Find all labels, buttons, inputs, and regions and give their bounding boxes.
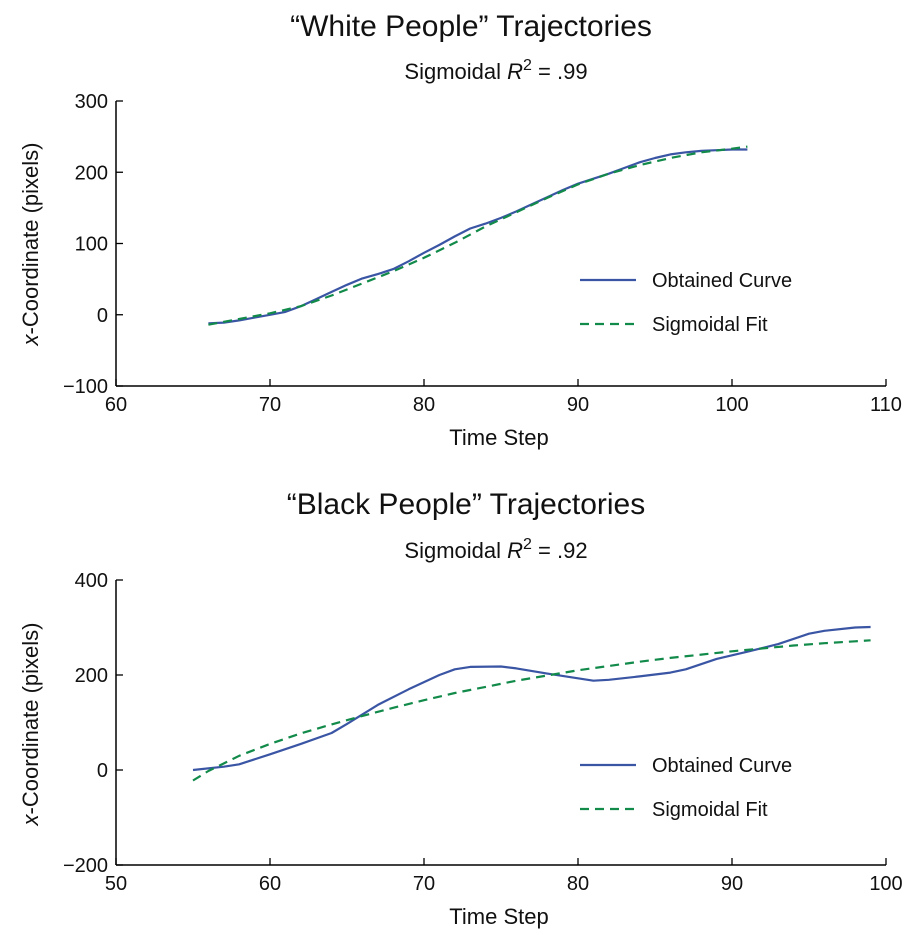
chart-1-plot: 60 70 80 90 100 110 −100 0 100 200 300 Obtained Cur… (63, 91, 902, 416)
chart-1-y-tick-label: 200 (75, 162, 108, 184)
legend-label-obtained-curve: Obtained Curve (652, 755, 792, 777)
chart-1-x-tick-label: 80 (413, 394, 435, 416)
chart-2-xlabel: Time Step (449, 904, 548, 929)
chart-2-ylabel-var: x (18, 813, 43, 826)
chart-1-subtitle: Sigmoidal R2 = .99 (404, 57, 587, 84)
chart-2-subtitle-var: R (507, 538, 523, 563)
chart-2-x-tick-label: 70 (413, 873, 435, 895)
chart-1-x-tick-label: 110 (870, 394, 902, 416)
chart-1-xlabel: Time Step (449, 425, 548, 450)
chart-1-ylabel-rest: -Coordinate (pixels) (18, 143, 43, 335)
legend-label-obtained-curve: Obtained Curve (652, 270, 792, 292)
chart-2-ylabel: x-Coordinate (pixels) (18, 623, 43, 827)
chart-2-legend: Obtained Curve Sigmoidal Fit (580, 755, 792, 821)
chart-2-subtitle-prefix: Sigmoidal (404, 538, 507, 563)
chart-2-title: “Black People” Trajectories (287, 488, 645, 521)
chart-2-series-obtained-curve (192, 625, 871, 772)
chart-1-x-tick-label: 70 (259, 394, 281, 416)
chart-1-subtitle-var: R (507, 59, 523, 84)
chart-1-series-sigmoidal-fit (208, 145, 748, 326)
chart-2-subtitle-suffix: = .92 (532, 538, 588, 563)
chart-1-subtitle-sup: 2 (523, 57, 532, 74)
chart-1-y-tick-label: 300 (75, 91, 108, 113)
chart-2-x-tick-label: 90 (721, 873, 743, 895)
chart-2-series-sigmoidal-fit (192, 639, 871, 782)
chart-1-series-obtained-curve (208, 148, 748, 325)
chart-2-x-tick-label: 50 (105, 873, 127, 895)
chart-1-x-tick-label: 90 (567, 394, 589, 416)
chart-2-x-tick-label: 100 (869, 873, 902, 895)
chart-2-x-tick-label: 80 (567, 873, 589, 895)
chart-2-y-tick-label: 0 (97, 760, 108, 782)
chart-1-ylabel: x-Coordinate (pixels) (18, 143, 43, 347)
chart-2-y-tick-label: 200 (75, 665, 108, 687)
chart-1-y-tick-label: −100 (63, 376, 108, 398)
chart-2-plot: 50 60 70 80 90 100 −200 0 200 400 Obtained Curve Si… (63, 570, 903, 895)
chart-1-y-tick-label: 100 (75, 234, 108, 256)
chart-1-title: “White People” Trajectories (290, 10, 652, 43)
chart-2-subtitle: Sigmoidal R2 = .92 (404, 536, 587, 563)
chart-2-y-tick-label: 400 (75, 570, 108, 592)
chart-1-x-tick-label: 60 (105, 394, 127, 416)
chart-1-subtitle-suffix: = .99 (532, 59, 588, 84)
chart-2-ylabel-rest: -Coordinate (pixels) (18, 623, 43, 815)
chart-2-x-tick-label: 60 (259, 873, 281, 895)
legend-label-sigmoidal-fit: Sigmoidal Fit (652, 799, 768, 821)
chart-1-y-tick-label: 0 (97, 305, 108, 327)
chart-1-x-tick-label: 100 (715, 394, 748, 416)
legend-label-sigmoidal-fit: Sigmoidal Fit (652, 314, 768, 336)
chart-1-legend: Obtained Curve Sigmoidal Fit (580, 270, 792, 336)
chart-1-subtitle-prefix: Sigmoidal (404, 59, 507, 84)
chart-1-ylabel-var: x (18, 333, 43, 346)
chart-2-subtitle-sup: 2 (523, 536, 532, 553)
chart-2-y-tick-label: −200 (63, 855, 108, 877)
